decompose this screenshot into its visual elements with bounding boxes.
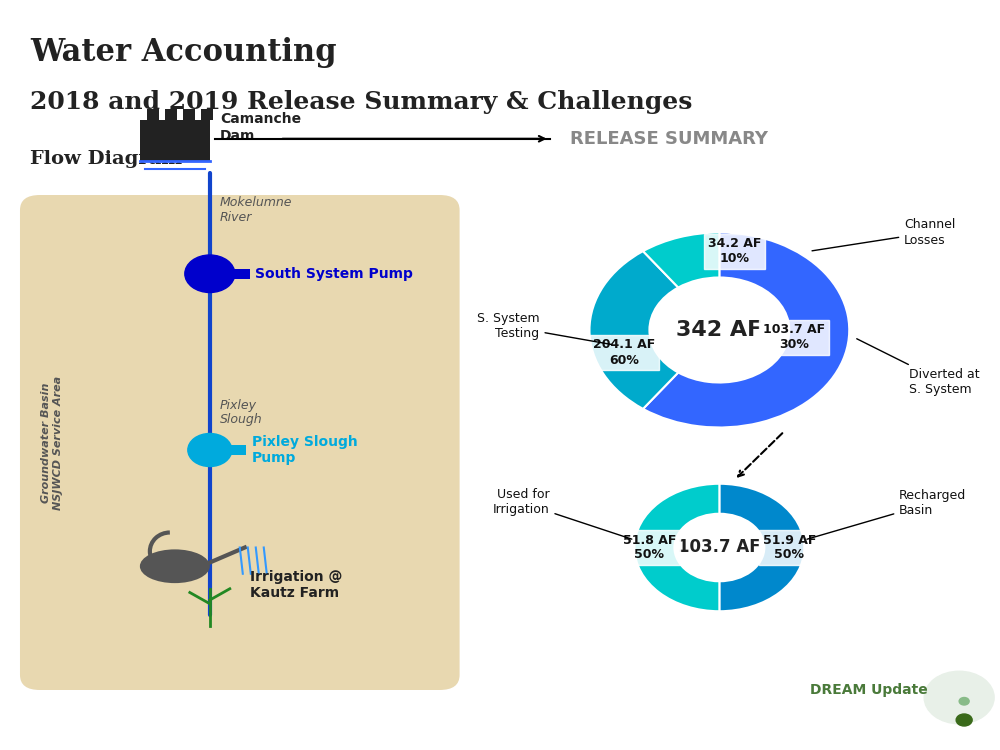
- Circle shape: [956, 714, 972, 726]
- Bar: [147, 109, 159, 120]
- Circle shape: [924, 671, 994, 724]
- Text: 204.1 AF
60%: 204.1 AF 60%: [593, 338, 656, 367]
- Text: Diverted at
S. System: Diverted at S. System: [857, 339, 980, 397]
- Bar: [232, 268, 250, 279]
- Text: Irrigation @
Kautz Farm: Irrigation @ Kautz Farm: [250, 570, 342, 600]
- Text: Camanche
Dam: Camanche Dam: [220, 112, 301, 142]
- Ellipse shape: [140, 549, 210, 584]
- Text: 51.9 AF
50%: 51.9 AF 50%: [763, 533, 816, 562]
- Circle shape: [185, 255, 235, 292]
- Text: Water Accounting: Water Accounting: [30, 38, 337, 68]
- Bar: [201, 109, 213, 120]
- Text: 103.7 AF
30%: 103.7 AF 30%: [763, 323, 825, 352]
- Bar: [140, 120, 210, 161]
- Circle shape: [959, 698, 969, 705]
- Text: Pixley Slough
Pump: Pixley Slough Pump: [252, 435, 358, 465]
- Text: Flow Diagram: Flow Diagram: [30, 150, 182, 168]
- Wedge shape: [643, 232, 849, 428]
- Text: 2018 and 2019 Release Summary & Challenges: 2018 and 2019 Release Summary & Challeng…: [30, 90, 692, 114]
- Text: 342 AF: 342 AF: [676, 320, 762, 340]
- Wedge shape: [634, 484, 719, 611]
- Bar: [183, 109, 195, 120]
- Wedge shape: [719, 484, 804, 611]
- Text: Groundwater Basin
NSJWCD Service Area: Groundwater Basin NSJWCD Service Area: [41, 376, 63, 509]
- Text: Channel
Losses: Channel Losses: [812, 218, 956, 250]
- Text: Pixley
Slough: Pixley Slough: [220, 398, 262, 427]
- Circle shape: [188, 433, 232, 466]
- Wedge shape: [589, 251, 678, 409]
- Text: 103.7 AF: 103.7 AF: [678, 538, 761, 556]
- Text: DREAM Update: DREAM Update: [810, 683, 928, 697]
- Bar: [230, 445, 246, 455]
- Text: 51.8 AF
50%: 51.8 AF 50%: [623, 533, 676, 562]
- Bar: [165, 109, 177, 120]
- Text: S. System
Testing: S. System Testing: [477, 312, 612, 344]
- Text: South System Pump: South System Pump: [255, 267, 413, 280]
- FancyBboxPatch shape: [20, 195, 460, 690]
- Wedge shape: [643, 232, 719, 287]
- Text: Recharged
Basin: Recharged Basin: [807, 488, 966, 539]
- Text: 34.2 AF
10%: 34.2 AF 10%: [708, 237, 761, 266]
- Text: Used for
Irrigation: Used for Irrigation: [493, 488, 632, 539]
- Text: Mokelumne
River: Mokelumne River: [220, 196, 292, 224]
- Text: RELEASE SUMMARY: RELEASE SUMMARY: [570, 130, 768, 148]
